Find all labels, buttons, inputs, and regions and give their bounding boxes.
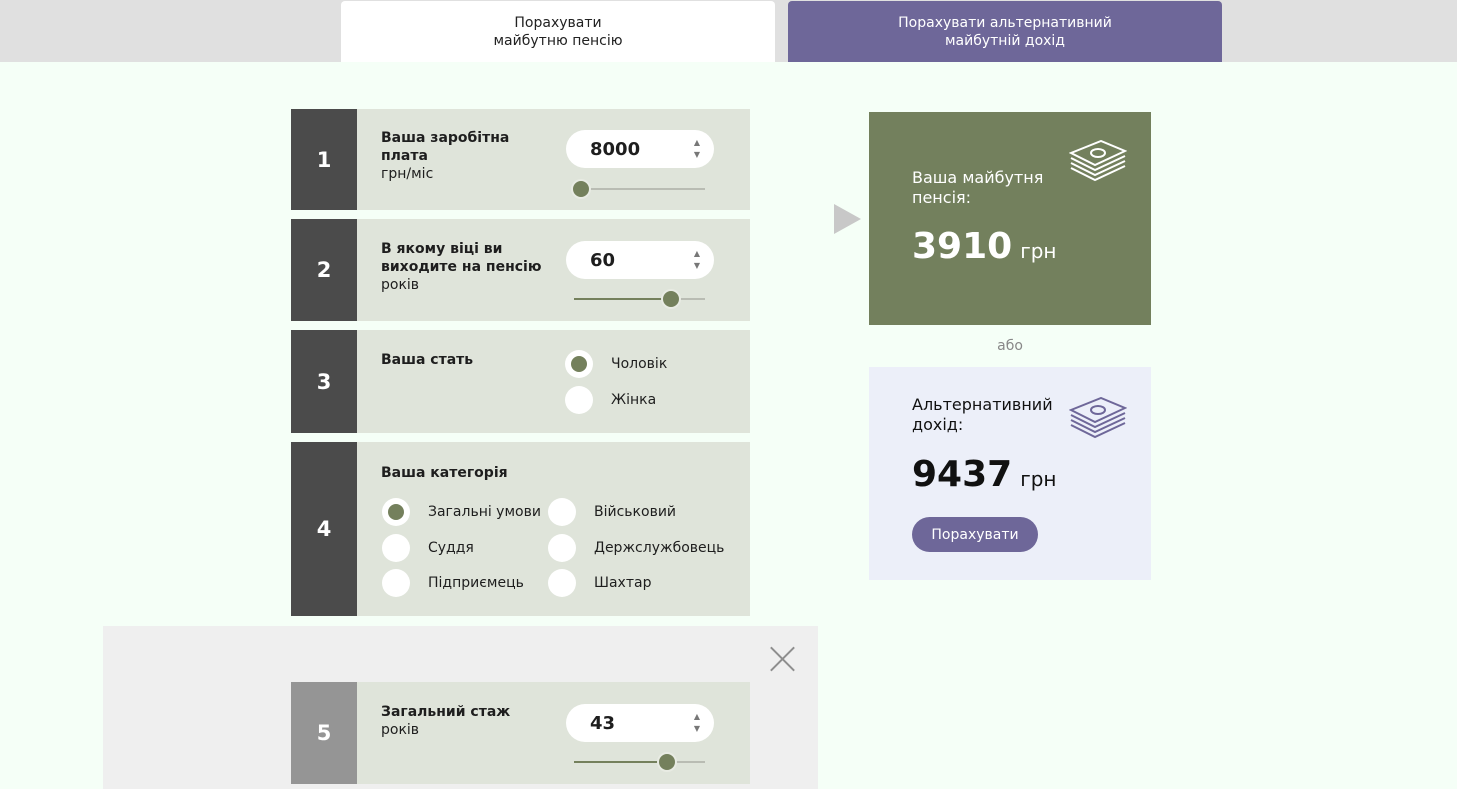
tab-future-pension[interactable]: Порахувати майбутню пенсію (341, 1, 775, 62)
radio-category-military[interactable]: Військовий (548, 498, 676, 526)
retirement-age-label-text: В якому віці ви виходите на пенсію (381, 241, 542, 275)
currency-label: грн (1020, 467, 1057, 491)
experience-slider[interactable] (574, 752, 705, 772)
slider-fill (574, 761, 667, 763)
radio-button[interactable] (548, 534, 576, 562)
radio-label: Держслужбовець (594, 540, 725, 556)
close-icon[interactable] (770, 647, 795, 672)
play-arrow-icon (834, 204, 861, 234)
salary-input[interactable]: 8000 ▲ ▼ (566, 130, 714, 168)
radio-button[interactable] (565, 350, 593, 378)
stepper-arrows-icon[interactable]: ▲ ▼ (693, 138, 700, 159)
future-pension-amount: 3910 (912, 226, 1013, 267)
stepper-arrows-icon[interactable]: ▲ ▼ (693, 712, 700, 733)
radio-button[interactable] (382, 498, 410, 526)
experience-unit: років (381, 722, 420, 738)
step-salary: 1 Ваша заробітна плата грн/міс 8000 ▲ ▼ (291, 109, 750, 210)
retirement-age-label: В якому віці ви виходите на пенсію років (381, 240, 561, 294)
radio-category-judge[interactable]: Суддя (382, 534, 474, 562)
tab-future-pension-line2: майбутню пенсію (493, 32, 623, 49)
slider-thumb[interactable] (660, 289, 681, 309)
radio-category-civil-servant[interactable]: Держслужбовець (548, 534, 724, 562)
radio-category-entrepreneur[interactable]: Підприємець (382, 569, 524, 597)
slider-thumb[interactable] (657, 752, 677, 772)
money-stack-icon (1069, 140, 1127, 182)
radio-button[interactable] (548, 569, 576, 597)
salary-value: 8000 (590, 138, 641, 160)
step-gender: 3 Ваша стать Чоловік Жінка (291, 330, 750, 433)
future-pension-title: Ваша майбутня пенсія: (912, 168, 1044, 207)
future-pension-result: Ваша майбутня пенсія: 3910 грн (869, 112, 1151, 325)
retirement-age-input[interactable]: 60 ▲ ▼ (566, 241, 714, 279)
tab-future-pension-line1: Порахувати (514, 14, 602, 31)
experience-value: 43 (590, 712, 616, 734)
radio-gender-male[interactable]: Чоловік (565, 350, 667, 378)
step-number: 5 (291, 682, 357, 784)
experience-label: Загальний стаж років (381, 703, 561, 739)
retirement-age-value: 60 (590, 249, 616, 271)
slider-thumb[interactable] (570, 179, 591, 199)
step-number: 4 (291, 442, 357, 616)
step-number: 1 (291, 109, 357, 210)
tab-alternative-income-line1: Порахувати альтернативний (898, 14, 1112, 31)
alternative-income-title: Альтернативний дохід: (912, 395, 1053, 434)
gender-label: Ваша стать (381, 352, 474, 368)
radio-label: Військовий (594, 504, 677, 520)
radio-label: Підприємець (428, 575, 524, 591)
retirement-age-unit: років (381, 277, 420, 293)
step-work-experience: 5 Загальний стаж років 43 ▲ ▼ (291, 682, 750, 784)
step-number: 3 (291, 330, 357, 433)
stepper-arrows-icon[interactable]: ▲ ▼ (693, 249, 700, 270)
step-number: 2 (291, 219, 357, 321)
step-retirement-age: 2 В якому віці ви виходите на пенсію рок… (291, 219, 750, 321)
radio-label: Шахтар (594, 575, 652, 591)
alternative-income-value: 9437 грн (912, 454, 1056, 495)
money-stack-icon (1069, 397, 1127, 439)
radio-label: Загальні умови (428, 504, 541, 520)
calculate-button[interactable]: Порахувати (912, 517, 1038, 552)
salary-label-text: Ваша заробітна плата (381, 130, 510, 164)
or-separator: або (997, 338, 1023, 354)
radio-button[interactable] (382, 569, 410, 597)
top-tab-bar: Порахувати майбутню пенсію Порахувати аль… (0, 0, 1457, 62)
salary-unit: грн/міс (381, 166, 434, 182)
tab-alternative-income-line2: майбутній дохід (944, 32, 1065, 49)
radio-label: Жінка (611, 392, 657, 408)
category-label: Ваша категорія (381, 465, 508, 481)
tab-alternative-income[interactable]: Порахувати альтернативний майбутній дохід (788, 1, 1222, 62)
radio-label: Чоловік (611, 356, 668, 372)
radio-button[interactable] (548, 498, 576, 526)
experience-label-text: Загальний стаж (381, 704, 511, 720)
radio-category-miner[interactable]: Шахтар (548, 569, 651, 597)
salary-slider[interactable] (570, 179, 705, 199)
step-category: 4 Ваша категорія Загальні умови Військов… (291, 442, 750, 616)
future-pension-value: 3910 грн (912, 226, 1056, 267)
radio-gender-female[interactable]: Жінка (565, 386, 656, 414)
radio-button[interactable] (565, 386, 593, 414)
salary-label: Ваша заробітна плата грн/міс (381, 129, 561, 183)
radio-button[interactable] (382, 534, 410, 562)
slider-fill (574, 298, 671, 300)
radio-category-general[interactable]: Загальні умови (382, 498, 541, 526)
radio-label: Суддя (428, 540, 474, 556)
retirement-age-slider[interactable] (574, 289, 705, 309)
alternative-income-result: Альтернативний дохід: 9437 грн Порахувати (869, 367, 1151, 580)
alternative-income-amount: 9437 (912, 454, 1013, 495)
currency-label: грн (1020, 239, 1057, 263)
experience-input[interactable]: 43 ▲ ▼ (566, 704, 714, 742)
